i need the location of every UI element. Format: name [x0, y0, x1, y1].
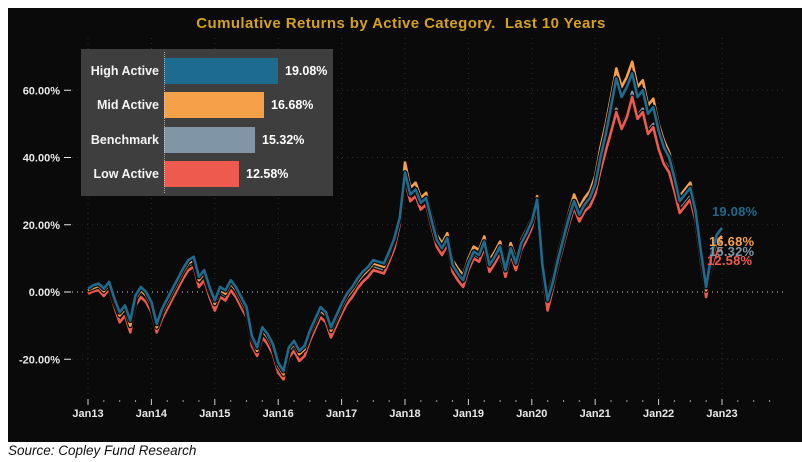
x-tick-label: Jan18 — [389, 408, 420, 420]
x-tick-label: Jan23 — [706, 408, 737, 420]
x-tick-label: Jan14 — [136, 408, 168, 420]
legend-item: High Active 19.08% — [81, 58, 333, 84]
x-tick-label: Jan22 — [643, 408, 674, 420]
x-tick-label: Jan20 — [516, 408, 547, 420]
y-tick-label: 60.00% — [23, 85, 61, 97]
chart-panel: Cumulative Returns by Active Category. L… — [8, 8, 802, 442]
x-tick-label: Jan13 — [72, 408, 103, 420]
legend-label: Mid Active — [96, 98, 159, 113]
legend-value: 19.08% — [285, 64, 328, 78]
x-tick-label: Jan19 — [453, 408, 484, 420]
legend-swatch-bar — [164, 160, 239, 187]
legend-label: Benchmark — [90, 132, 159, 147]
returns-line-chart: 60.00% 40.00% 20.00% 0.00% -20.00% Jan13 Jan14… — [19, 38, 786, 420]
x-tick-label: Jan16 — [263, 408, 294, 420]
legend-item: Benchmark 15.32% — [81, 126, 333, 153]
legend-swatch-bar — [164, 58, 278, 84]
series-lines — [86, 59, 724, 382]
legend-bar-baseline — [164, 52, 165, 193]
x-tick-label: Jan17 — [326, 408, 357, 420]
series-line-high_active — [87, 72, 724, 373]
legend-swatch-bar — [164, 92, 264, 119]
chart-title: Cumulative Returns by Active Category. L… — [196, 15, 606, 32]
y-tick-label: -20.00% — [19, 354, 60, 366]
legend-value: 15.32% — [262, 132, 305, 147]
legend-label: Low Active — [93, 166, 159, 181]
legend-value: 16.68% — [271, 98, 314, 113]
legend-item: Mid Active 16.68% — [81, 92, 333, 119]
end-label-low_active: 12.58% — [707, 253, 753, 268]
end-label-benchmark: 15.32% — [709, 244, 755, 259]
y-tick-label: 0.00% — [29, 287, 60, 299]
y-tick-label: 20.00% — [23, 220, 61, 232]
end-label-mid_active: 16.68% — [709, 234, 755, 249]
legend-label: High Active — [90, 64, 159, 78]
source-note: Source: Copley Fund Research — [8, 443, 197, 458]
legend-value: 12.58% — [246, 166, 289, 181]
legend-box: High Active 19.08% Mid Active 16.68% Benchma… — [81, 49, 333, 196]
y-tick-label: 40.00% — [23, 153, 61, 165]
end-label-high_active: 19.08% — [712, 204, 758, 219]
legend-item: Low Active 12.58% — [81, 160, 333, 187]
x-tick-label: Jan21 — [580, 408, 611, 420]
legend-swatch-bar — [164, 126, 255, 153]
axes: 60.00% 40.00% 20.00% 0.00% -20.00% Jan13 Jan14… — [19, 85, 771, 420]
x-tick-label: Jan15 — [199, 408, 230, 420]
